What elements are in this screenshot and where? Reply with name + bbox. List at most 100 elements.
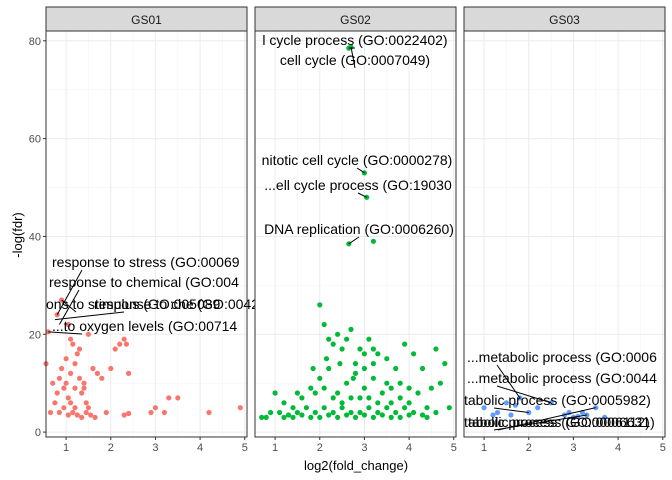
data-point xyxy=(397,380,403,386)
data-point xyxy=(65,412,71,418)
data-point xyxy=(152,405,158,411)
data-point xyxy=(370,238,376,244)
data-point xyxy=(481,405,487,411)
data-point xyxy=(344,336,350,342)
x-tick-label: 5 xyxy=(242,442,248,454)
facet-strip xyxy=(463,6,666,32)
data-point xyxy=(285,412,292,418)
data-point xyxy=(366,336,372,342)
data-point xyxy=(490,412,496,418)
data-point xyxy=(508,412,514,418)
data-point xyxy=(402,405,408,411)
x-tick-label: 3 xyxy=(152,442,158,454)
data-point xyxy=(384,380,390,386)
data-point xyxy=(393,365,399,372)
data-point xyxy=(70,341,76,347)
point-label: l cycle process (GO:0022402) xyxy=(262,32,447,48)
data-point xyxy=(437,380,443,386)
data-point xyxy=(419,365,426,372)
data-point xyxy=(65,395,71,401)
data-point xyxy=(79,414,85,420)
data-point xyxy=(350,375,356,381)
data-point xyxy=(406,412,412,418)
data-point xyxy=(415,390,421,396)
data-point xyxy=(308,385,314,391)
data-point xyxy=(370,414,376,420)
point-label: tabolic process (GO:0006112) xyxy=(464,414,650,430)
data-point xyxy=(406,385,412,391)
data-point xyxy=(85,331,91,337)
data-point xyxy=(335,390,341,396)
data-point xyxy=(393,409,399,416)
data-point xyxy=(330,395,336,401)
data-point xyxy=(47,409,54,416)
data-point xyxy=(406,400,412,406)
data-point xyxy=(56,409,63,416)
data-point xyxy=(277,409,283,416)
data-point xyxy=(335,331,341,337)
data-point xyxy=(361,412,367,418)
data-point xyxy=(76,375,83,381)
data-point xyxy=(379,390,385,396)
data-point xyxy=(388,414,394,420)
point-label: response to stress (GO:00069 xyxy=(52,254,240,270)
label-leader-line xyxy=(496,385,552,404)
point-label: ...metabolic process (GO:0044 xyxy=(467,370,657,386)
data-point xyxy=(388,385,394,391)
data-point xyxy=(81,385,87,391)
label-leader-line xyxy=(54,311,125,321)
data-point xyxy=(103,409,109,416)
point-label: ...metabolic process (GO:0006 xyxy=(467,349,657,365)
data-point xyxy=(303,405,309,411)
data-point xyxy=(494,409,501,416)
data-point xyxy=(424,405,430,411)
data-point xyxy=(548,400,554,406)
facet-strip-label: GS01 xyxy=(131,13,162,27)
facet-panel-gs03: ...metabolic process (GO:0006 ...metaboli… xyxy=(463,6,666,454)
data-point xyxy=(310,365,316,372)
data-point xyxy=(446,405,452,411)
label-leader-line xyxy=(48,331,83,335)
x-tick-label: 1 xyxy=(481,442,487,454)
point-label: DNA replication (GO:0006260) xyxy=(264,221,454,237)
data-point xyxy=(361,385,367,391)
data-point xyxy=(352,361,359,367)
facet-strip xyxy=(254,6,457,32)
x-tick-label: 1 xyxy=(272,442,278,454)
data-point xyxy=(68,336,74,342)
data-point xyxy=(337,361,343,367)
x-tick-label: 1 xyxy=(63,442,69,454)
data-point xyxy=(83,409,89,416)
data-point xyxy=(411,351,417,357)
data-point xyxy=(121,336,127,342)
x-tick-label: 2 xyxy=(108,442,114,454)
data-point xyxy=(61,385,67,391)
data-point xyxy=(94,370,100,376)
data-point xyxy=(74,412,80,418)
y-tick-label: 0 xyxy=(35,427,41,439)
data-point xyxy=(370,375,376,381)
facet-panel-gs02: l cycle process (GO:0022402) cell cycle (… xyxy=(254,6,457,454)
x-tick-label: 5 xyxy=(451,442,457,454)
label-leader-line xyxy=(357,192,367,198)
data-point xyxy=(90,365,96,372)
data-point xyxy=(375,409,381,416)
data-point xyxy=(312,409,318,416)
data-point xyxy=(397,414,403,420)
data-point xyxy=(123,341,129,347)
data-point xyxy=(442,361,448,367)
data-point xyxy=(352,414,359,420)
data-point xyxy=(85,405,91,411)
data-point xyxy=(323,356,330,362)
data-point xyxy=(99,375,105,381)
x-axis-title: log2(fold_change) xyxy=(304,458,408,473)
data-point xyxy=(321,385,327,391)
x-tick-label: 4 xyxy=(197,442,203,454)
data-point xyxy=(361,351,367,357)
data-point xyxy=(299,395,305,401)
data-point xyxy=(402,341,408,347)
data-point xyxy=(268,409,274,416)
data-point xyxy=(593,405,599,411)
label-leader-line xyxy=(350,47,356,69)
